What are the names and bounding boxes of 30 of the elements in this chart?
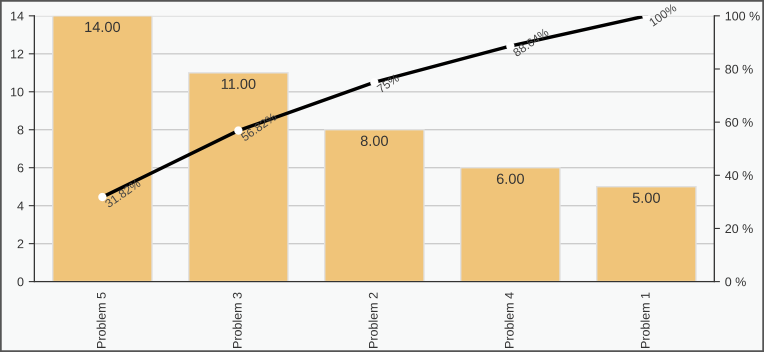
y-tick-label: 14	[11, 12, 24, 20]
data-label: 6.00	[496, 174, 524, 184]
x-tick-label: Problem 5	[96, 292, 106, 348]
y-tick-label: 10	[11, 88, 24, 96]
y2-tick-label: 60 %	[725, 118, 753, 127]
x-tick-label: Problem 2	[368, 292, 378, 348]
data-label: 14.00	[85, 22, 120, 32]
data-label: 11.00	[222, 78, 256, 90]
y2-tick-label: 40 %	[725, 171, 753, 180]
x-tick-label: Problem 4	[504, 292, 514, 348]
bar	[52, 16, 153, 282]
bar	[324, 129, 425, 282]
data-label: 8.00	[360, 136, 388, 146]
x-tick-label: Problem 3	[232, 292, 242, 348]
bar	[596, 186, 697, 282]
bar	[460, 167, 561, 282]
y2-tick-label: 80 %	[725, 64, 753, 74]
y2-tick-label: 20 %	[725, 224, 753, 234]
data-label: 75%	[376, 73, 400, 94]
y-tick-label: 0	[18, 277, 24, 286]
bar	[188, 72, 289, 282]
y2-tick-label: 100 %	[726, 12, 760, 20]
y-tick-label: 4	[17, 202, 24, 210]
data-label: 5.00	[632, 192, 660, 203]
y-tick-label: 6	[18, 164, 24, 172]
y-tick-label: 2	[18, 239, 24, 248]
x-tick-label: Problem 1	[640, 292, 650, 348]
y-tick-label: 12	[11, 50, 24, 58]
y2-tick-label: 0 %	[725, 277, 746, 286]
y-tick-label: 8	[18, 126, 24, 134]
